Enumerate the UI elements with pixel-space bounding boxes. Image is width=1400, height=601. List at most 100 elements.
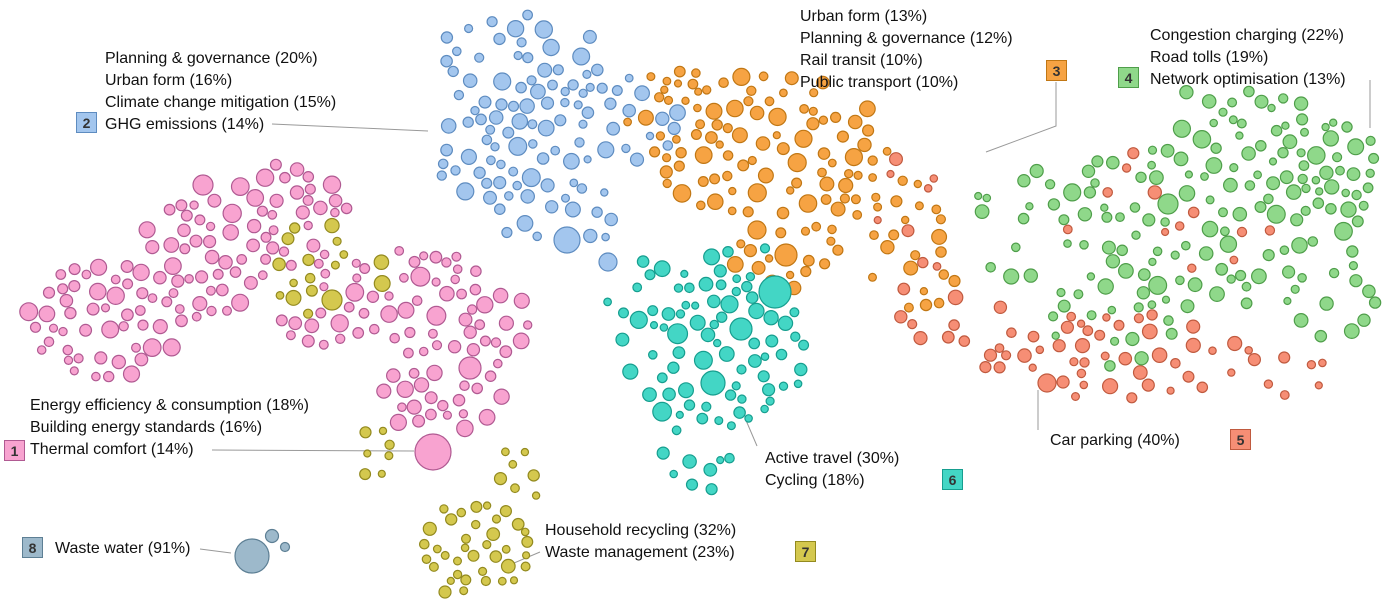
topic-bubble-cluster-2	[503, 191, 514, 201]
topic-bubble-cluster-4	[1218, 107, 1228, 117]
topic-bubble-cluster-4	[1187, 277, 1203, 293]
topic-bubble-cluster-6	[761, 383, 776, 397]
topic-bubble-cluster-2	[534, 20, 554, 39]
topic-bubble-cluster-4	[1270, 124, 1283, 137]
topic-bubble-cluster-3	[722, 170, 733, 182]
topic-bubble-cluster-1	[132, 263, 150, 282]
topic-bubble-cluster-4	[1307, 146, 1326, 165]
topic-bubble-cluster-1	[163, 203, 176, 216]
topic-bubble-cluster-4	[1311, 175, 1321, 185]
topic-bubble-cluster-3	[695, 200, 706, 211]
topic-bubble-cluster-1	[255, 168, 275, 187]
topic-bubble-cluster-1	[246, 188, 265, 207]
topic-bubble-cluster-1	[171, 274, 185, 288]
topic-bubble-cluster-6	[790, 331, 801, 342]
topic-bubble-cluster-1	[101, 320, 120, 339]
topic-bubble-cluster-1	[304, 183, 316, 195]
topic-bubble-cluster-7	[460, 543, 470, 553]
topic-bubble-cluster-3	[705, 131, 718, 144]
topic-bubble-cluster-7	[491, 514, 502, 524]
topic-bubble-cluster-1	[439, 285, 455, 302]
topic-bubble-cluster-6	[763, 310, 779, 326]
topic-bubble-cluster-3	[659, 165, 673, 179]
topic-bubble-cluster-3	[779, 88, 788, 98]
topic-bubble-cluster-3	[850, 194, 861, 205]
topic-bubble-cluster-4	[1129, 202, 1141, 213]
topic-bubble-cluster-1	[215, 283, 229, 297]
topic-bubble-cluster-5	[1160, 227, 1170, 237]
topic-bubble-cluster-2	[634, 85, 650, 102]
topic-bubble-cluster-4	[1266, 176, 1281, 191]
topic-bubble-cluster-6	[680, 269, 689, 278]
topic-bubble-cluster-6	[662, 387, 676, 402]
topic-bubble-cluster-1	[269, 193, 284, 208]
topic-bubble-cluster-4	[1219, 226, 1230, 237]
topic-bubble-cluster-3	[820, 194, 832, 205]
topic-bubble-cluster-4	[1277, 93, 1289, 104]
topic-bubble-cluster-1	[456, 288, 468, 300]
topic-bubble-cluster-2	[604, 212, 618, 227]
topic-bubble-cluster-4	[1172, 119, 1192, 138]
topic-bubble-cluster-2	[624, 73, 634, 83]
topic-bubble-cluster-2	[462, 73, 478, 88]
topic-bubble-cluster-2	[521, 168, 541, 188]
topic-bubble-cluster-7	[305, 284, 318, 297]
topic-bubble-cluster-3	[746, 85, 757, 97]
topic-bubble-cluster-6	[709, 319, 720, 330]
topic-bubble-cluster-3	[784, 71, 799, 86]
topic-bubble-cluster-1	[222, 203, 242, 224]
topic-bubble-cluster-1	[306, 238, 321, 253]
topic-bubble-cluster-1	[161, 296, 173, 308]
topic-bubble-cluster-1	[399, 272, 409, 283]
topic-bubble-cluster-1	[230, 177, 250, 197]
topic-bubble-cluster-1	[152, 319, 168, 335]
topic-bubble-cluster-3	[919, 298, 933, 312]
topic-bubble-cluster-3	[844, 148, 864, 167]
topic-bubble-cluster-3	[871, 192, 881, 202]
topic-bubble-cluster-1	[450, 274, 460, 285]
cluster-4-label: Congestion charging (22%) Road tolls (19…	[1150, 25, 1346, 91]
topic-bubble-cluster-7	[501, 544, 511, 554]
topic-bubble-cluster-5	[1060, 320, 1075, 334]
topic-bubble-cluster-1	[411, 295, 423, 306]
topic-bubble-cluster-6	[677, 382, 694, 399]
topic-bubble-cluster-7	[304, 272, 316, 284]
topic-bubble-cluster-1	[134, 305, 146, 316]
topic-bubble-cluster-2	[600, 188, 609, 197]
topic-bubble-cluster-2	[560, 193, 570, 203]
topic-bubble-cluster-6	[794, 362, 808, 377]
topic-bubble-cluster-4	[1161, 295, 1171, 304]
topic-bubble-cluster-1	[452, 264, 463, 274]
topic-bubble-cluster-4	[1266, 204, 1286, 224]
topic-bubble-cluster-2	[483, 190, 498, 205]
topic-bubble-cluster-7	[509, 576, 519, 585]
topic-bubble-cluster-1	[180, 209, 193, 222]
topic-bubble-cluster-4	[1368, 296, 1382, 309]
topic-bubble-cluster-5	[873, 216, 882, 225]
topic-bubble-cluster-3	[697, 176, 709, 188]
topic-bubble-cluster-4	[1209, 118, 1219, 128]
topic-bubble-cluster-6	[793, 379, 803, 389]
topic-bubble-cluster-3	[728, 186, 737, 196]
topic-bubble-cluster-2	[567, 79, 579, 91]
topic-bubble-cluster-1	[131, 342, 142, 353]
topic-bubble-cluster-2	[481, 134, 493, 146]
topic-bubble-cluster-7	[521, 535, 534, 548]
topic-bubble-cluster-3	[910, 250, 921, 261]
topic-bubble-cluster-3	[654, 92, 665, 103]
topic-bubble-cluster-4	[1319, 165, 1334, 180]
topic-bubble-cluster-6	[745, 272, 756, 282]
topic-bubble-cluster-7	[520, 527, 530, 537]
topic-bubble-cluster-1	[351, 258, 361, 268]
topic-bubble-cluster-5	[1079, 380, 1089, 390]
topic-bubble-cluster-5	[947, 289, 964, 306]
topic-bubble-cluster-2	[486, 16, 498, 28]
label-connector-line	[985, 82, 1057, 153]
topic-bubble-cluster-2	[464, 23, 474, 34]
topic-bubble-cluster-1	[288, 316, 303, 331]
topic-bubble-cluster-1	[408, 255, 421, 268]
topic-bubble-cluster-2	[621, 143, 631, 154]
topic-bubble-cluster-6	[713, 264, 727, 278]
topic-bubble-cluster-7	[521, 551, 531, 560]
topic-bubble-cluster-4	[1229, 163, 1239, 173]
